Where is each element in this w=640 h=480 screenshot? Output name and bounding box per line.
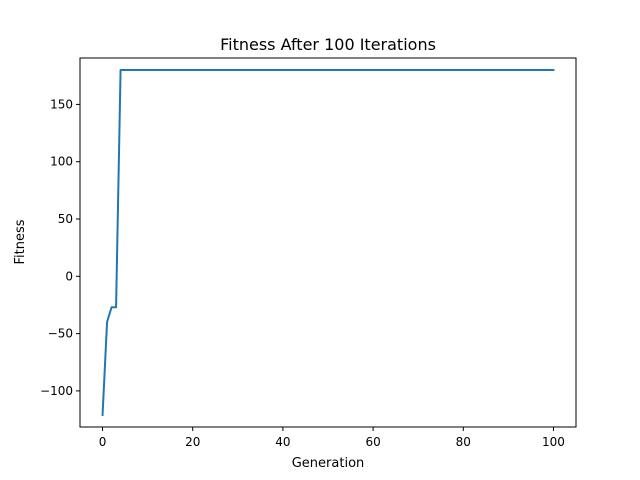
x-tick-label: 0: [99, 435, 107, 449]
y-tick-label: 100: [50, 155, 73, 169]
x-tick-label: 40: [275, 435, 290, 449]
y-tick-label: 50: [58, 212, 73, 226]
x-ticks: 0 20 40 60 80 100: [99, 427, 565, 449]
y-ticks: −100 −50 0 50 100 150: [40, 97, 80, 398]
y-tick-label: 0: [65, 269, 73, 283]
x-tick-label: 60: [365, 435, 380, 449]
chart-title: Fitness After 100 Iterations: [220, 35, 436, 54]
y-tick-label: −50: [48, 327, 73, 341]
series-line-0: [101, 69, 555, 417]
x-tick-label: 80: [456, 435, 471, 449]
plot-frame: [79, 57, 577, 428]
x-tick-label: 100: [542, 435, 565, 449]
y-axis-label: Fitness: [13, 219, 28, 264]
y-tick-label: 150: [50, 97, 73, 111]
x-tick-label: 20: [185, 435, 200, 449]
x-axis-label: Generation: [292, 456, 365, 471]
y-tick-label: −100: [40, 384, 73, 398]
series-layer: [101, 69, 555, 417]
